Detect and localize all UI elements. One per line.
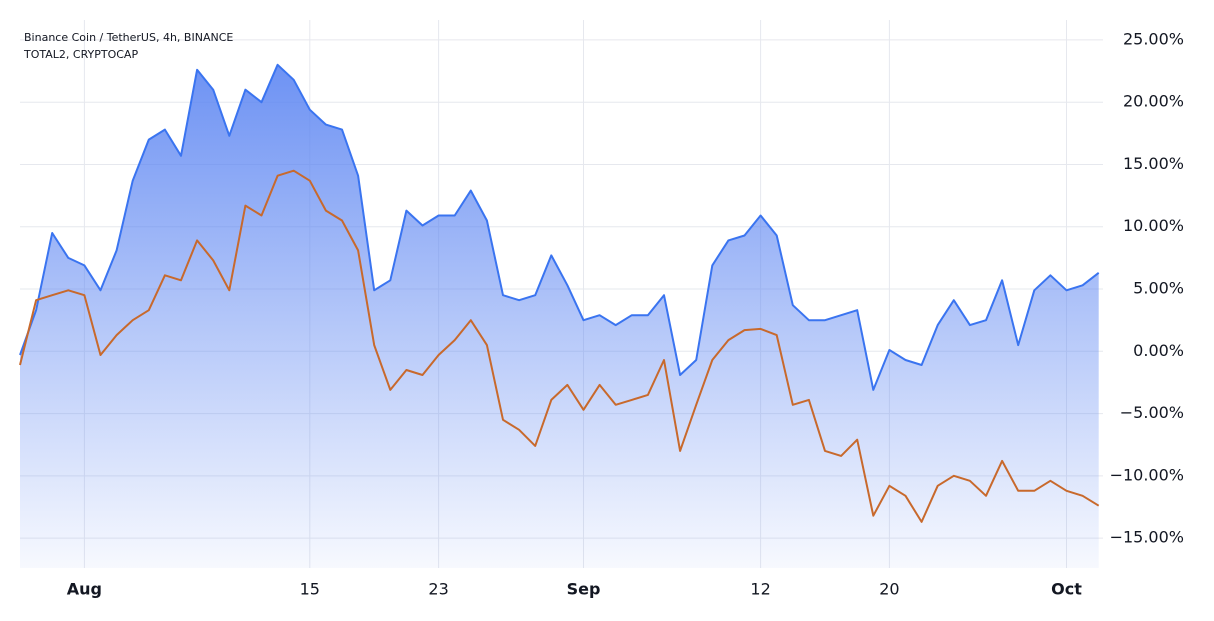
x-tick-label: Oct xyxy=(1051,580,1082,599)
area xyxy=(20,64,1099,569)
y-tick-label: −10.00% xyxy=(1110,465,1184,484)
y-tick-label: 10.00% xyxy=(1123,216,1184,235)
y-tick-label: 15.00% xyxy=(1123,154,1184,173)
x-tick-label: Sep xyxy=(567,580,601,599)
y-tick-label: −5.00% xyxy=(1120,403,1184,422)
x-tick-label: 12 xyxy=(750,580,770,599)
y-tick-label: 0.00% xyxy=(1133,341,1184,360)
y-tick-label: 20.00% xyxy=(1123,92,1184,111)
y-tick-label: 5.00% xyxy=(1133,279,1184,298)
x-tick-label: 15 xyxy=(300,580,320,599)
legend-label: Binance Coin / TetherUS, 4h, BINANCE xyxy=(24,31,233,44)
y-tick-label: −15.00% xyxy=(1110,528,1184,547)
legend-label: TOTAL2, CRYPTOCAP xyxy=(23,48,138,61)
x-tick-label: 20 xyxy=(879,580,899,599)
y-tick-label: 25.00% xyxy=(1123,29,1184,48)
line xyxy=(19,63,1100,391)
x-tick-label: Aug xyxy=(67,580,102,599)
line xyxy=(19,169,1100,523)
x-tick-label: 23 xyxy=(428,580,448,599)
